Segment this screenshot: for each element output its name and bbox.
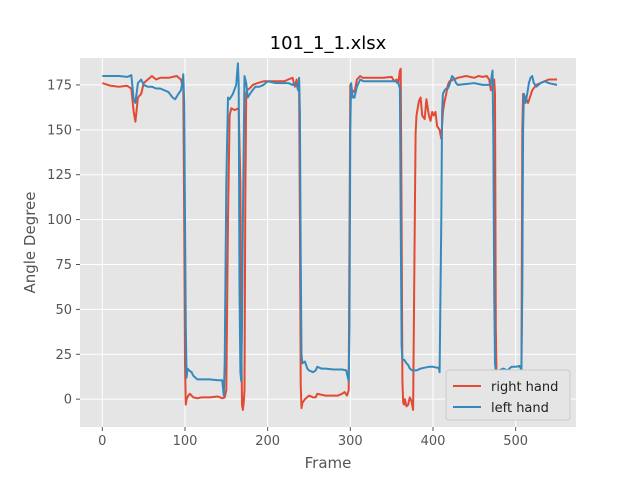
legend-label-left-hand: left hand bbox=[491, 401, 549, 416]
y-tick-label: 25 bbox=[55, 348, 72, 363]
x-tick-label: 500 bbox=[503, 434, 528, 449]
series-line-left-hand bbox=[102, 62, 558, 397]
y-axis-label: Angle Degree bbox=[21, 191, 39, 293]
chart-title: 101_1_1.xlsx bbox=[270, 33, 387, 54]
y-tick-label: 125 bbox=[47, 168, 72, 183]
y-tick-label: 175 bbox=[47, 78, 72, 93]
x-tick-label: 100 bbox=[173, 434, 198, 449]
y-tick-label: 50 bbox=[55, 303, 72, 318]
series-group bbox=[101, 62, 558, 411]
y-tick-label: 150 bbox=[47, 123, 72, 138]
legend-label-right-hand: right hand bbox=[491, 380, 558, 395]
y-tick-label: 75 bbox=[55, 258, 72, 273]
x-tick-label: 400 bbox=[421, 434, 446, 449]
legend: right hand left hand bbox=[445, 369, 571, 421]
series-line-right-hand bbox=[101, 67, 557, 411]
x-tick-label: 200 bbox=[255, 434, 280, 449]
x-axis-ticks: 0 100 200 300 400 500 bbox=[98, 427, 528, 449]
y-tick-label: 0 bbox=[64, 393, 72, 408]
x-axis-label: Frame bbox=[305, 454, 352, 472]
y-tick-label: 100 bbox=[47, 213, 72, 228]
x-tick-label: 300 bbox=[338, 434, 363, 449]
y-axis-ticks: 0 25 50 75 100 125 150 175 bbox=[47, 78, 80, 408]
x-tick-label: 0 bbox=[98, 434, 106, 449]
